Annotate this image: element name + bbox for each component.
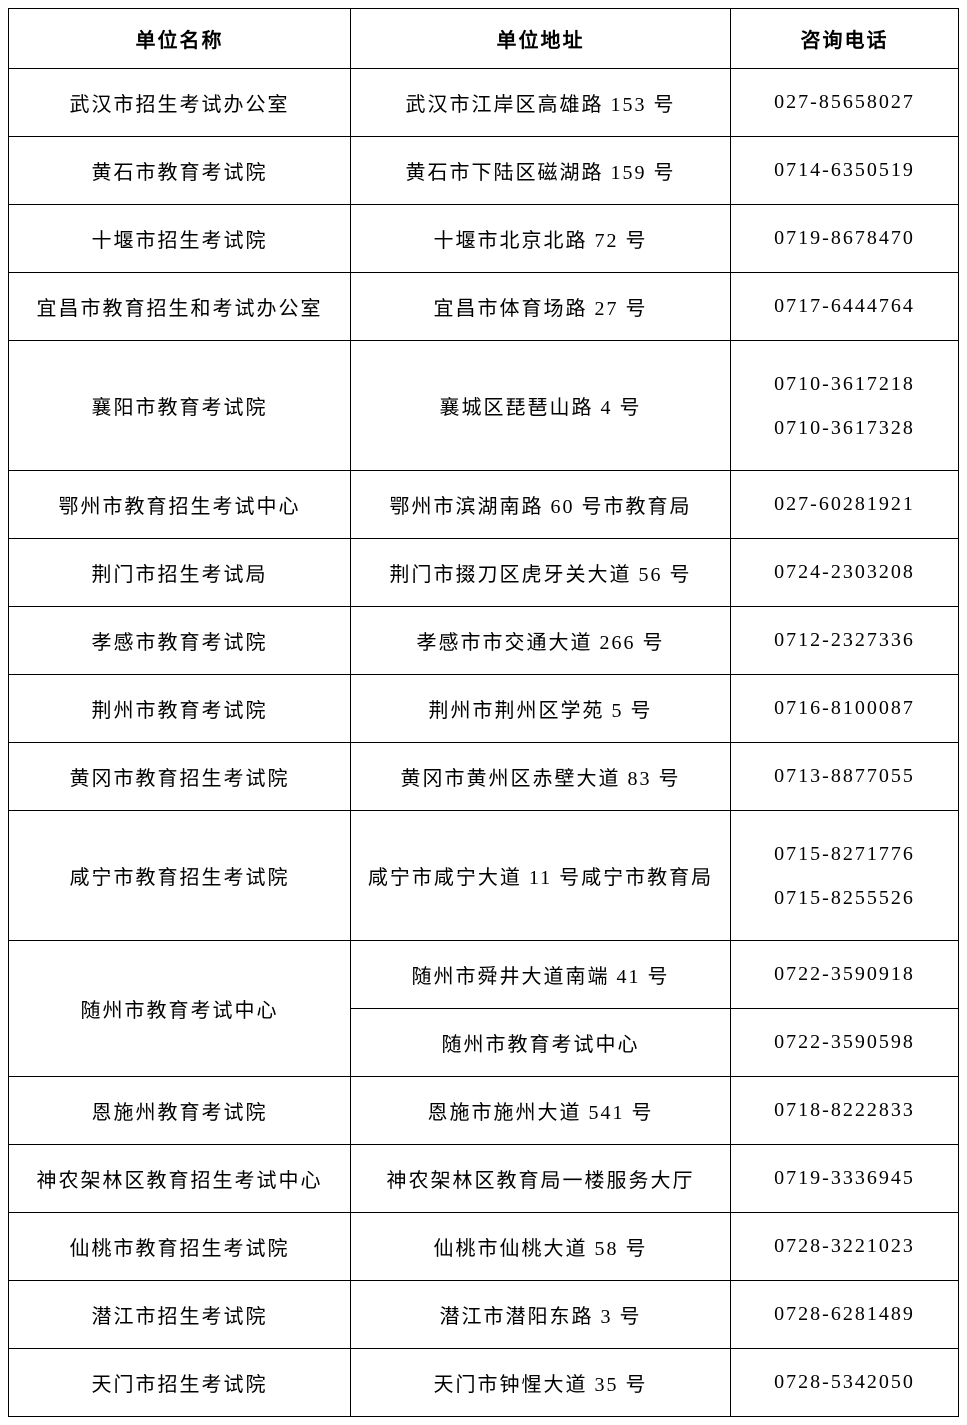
cell-phone: 0718-8222833 xyxy=(731,1077,959,1145)
cell-name: 孝感市教育考试院 xyxy=(9,607,351,675)
table-row: 鄂州市教育招生考试中心 鄂州市滨湖南路 60 号市教育局 027-6028192… xyxy=(9,471,959,539)
header-name: 单位名称 xyxy=(9,9,351,69)
cell-phone: 0719-8678470 xyxy=(731,205,959,273)
cell-address: 黄石市下陆区磁湖路 159 号 xyxy=(351,137,731,205)
cell-address: 宜昌市体育场路 27 号 xyxy=(351,273,731,341)
cell-name: 襄阳市教育考试院 xyxy=(9,341,351,471)
cell-phone: 0714-6350519 xyxy=(731,137,959,205)
table-row: 潜江市招生考试院 潜江市潜阳东路 3 号 0728-6281489 xyxy=(9,1281,959,1349)
cell-phone: 0719-3336945 xyxy=(731,1145,959,1213)
table-row: 武汉市招生考试办公室 武汉市江岸区高雄路 153 号 027-85658027 xyxy=(9,69,959,137)
cell-name: 恩施州教育考试院 xyxy=(9,1077,351,1145)
table-row: 襄阳市教育考试院 襄城区琵琶山路 4 号 0710-3617218 0710-3… xyxy=(9,341,959,471)
cell-phone: 0722-3590918 xyxy=(731,941,959,1009)
phone-line-1: 0710-3617218 xyxy=(735,362,954,406)
table-row: 仙桃市教育招生考试院 仙桃市仙桃大道 58 号 0728-3221023 xyxy=(9,1213,959,1281)
cell-address: 咸宁市咸宁大道 11 号咸宁市教育局 xyxy=(351,811,731,941)
cell-phone: 0724-2303208 xyxy=(731,539,959,607)
cell-address: 恩施市施州大道 541 号 xyxy=(351,1077,731,1145)
cell-name: 黄石市教育考试院 xyxy=(9,137,351,205)
cell-name: 荆门市招生考试局 xyxy=(9,539,351,607)
cell-address: 襄城区琵琶山路 4 号 xyxy=(351,341,731,471)
cell-address: 武汉市江岸区高雄路 153 号 xyxy=(351,69,731,137)
cell-phone: 0722-3590598 xyxy=(731,1009,959,1077)
phone-line-2: 0710-3617328 xyxy=(735,406,954,450)
table-row: 黄冈市教育招生考试院 黄冈市黄州区赤壁大道 83 号 0713-8877055 xyxy=(9,743,959,811)
table-row: 黄石市教育考试院 黄石市下陆区磁湖路 159 号 0714-6350519 xyxy=(9,137,959,205)
cell-phone: 0728-3221023 xyxy=(731,1213,959,1281)
cell-phone: 0712-2327336 xyxy=(731,607,959,675)
table-row: 随州市教育考试中心 随州市舜井大道南端 41 号 0722-3590918 xyxy=(9,941,959,1009)
cell-address: 随州市舜井大道南端 41 号 xyxy=(351,941,731,1009)
table-row: 荆州市教育考试院 荆州市荆州区学苑 5 号 0716-8100087 xyxy=(9,675,959,743)
cell-name: 宜昌市教育招生和考试办公室 xyxy=(9,273,351,341)
phone-line-2: 0715-8255526 xyxy=(735,876,954,920)
table-row: 神农架林区教育招生考试中心 神农架林区教育局一楼服务大厅 0719-333694… xyxy=(9,1145,959,1213)
cell-address: 鄂州市滨湖南路 60 号市教育局 xyxy=(351,471,731,539)
table-row: 恩施州教育考试院 恩施市施州大道 541 号 0718-8222833 xyxy=(9,1077,959,1145)
cell-address: 随州市教育考试中心 xyxy=(351,1009,731,1077)
table-header: 单位名称 单位地址 咨询电话 xyxy=(9,9,959,69)
cell-address: 天门市钟惺大道 35 号 xyxy=(351,1349,731,1417)
header-phone: 咨询电话 xyxy=(731,9,959,69)
cell-name: 武汉市招生考试办公室 xyxy=(9,69,351,137)
cell-phone: 0716-8100087 xyxy=(731,675,959,743)
table-row: 荆门市招生考试局 荆门市掇刀区虎牙关大道 56 号 0724-2303208 xyxy=(9,539,959,607)
cell-address: 十堰市北京北路 72 号 xyxy=(351,205,731,273)
cell-address: 荆州市荆州区学苑 5 号 xyxy=(351,675,731,743)
cell-phone: 0728-5342050 xyxy=(731,1349,959,1417)
cell-phone: 0728-6281489 xyxy=(731,1281,959,1349)
cell-phone: 0710-3617218 0710-3617328 xyxy=(731,341,959,471)
cell-name: 神农架林区教育招生考试中心 xyxy=(9,1145,351,1213)
table-body: 武汉市招生考试办公室 武汉市江岸区高雄路 153 号 027-85658027 … xyxy=(9,69,959,1417)
cell-address: 黄冈市黄州区赤壁大道 83 号 xyxy=(351,743,731,811)
table-row: 孝感市教育考试院 孝感市市交通大道 266 号 0712-2327336 xyxy=(9,607,959,675)
cell-name: 天门市招生考试院 xyxy=(9,1349,351,1417)
cell-address: 神农架林区教育局一楼服务大厅 xyxy=(351,1145,731,1213)
cell-phone: 027-60281921 xyxy=(731,471,959,539)
cell-phone: 0713-8877055 xyxy=(731,743,959,811)
table-row: 天门市招生考试院 天门市钟惺大道 35 号 0728-5342050 xyxy=(9,1349,959,1417)
table-row: 宜昌市教育招生和考试办公室 宜昌市体育场路 27 号 0717-6444764 xyxy=(9,273,959,341)
cell-address: 潜江市潜阳东路 3 号 xyxy=(351,1281,731,1349)
cell-address: 仙桃市仙桃大道 58 号 xyxy=(351,1213,731,1281)
phone-line-1: 0715-8271776 xyxy=(735,832,954,876)
cell-name: 随州市教育考试中心 xyxy=(9,941,351,1077)
cell-name: 十堰市招生考试院 xyxy=(9,205,351,273)
header-address: 单位地址 xyxy=(351,9,731,69)
cell-name: 潜江市招生考试院 xyxy=(9,1281,351,1349)
institutions-table: 单位名称 单位地址 咨询电话 武汉市招生考试办公室 武汉市江岸区高雄路 153 … xyxy=(8,8,959,1417)
cell-name: 鄂州市教育招生考试中心 xyxy=(9,471,351,539)
cell-name: 荆州市教育考试院 xyxy=(9,675,351,743)
table-row: 咸宁市教育招生考试院 咸宁市咸宁大道 11 号咸宁市教育局 0715-82717… xyxy=(9,811,959,941)
cell-phone: 0717-6444764 xyxy=(731,273,959,341)
cell-address: 荆门市掇刀区虎牙关大道 56 号 xyxy=(351,539,731,607)
cell-phone: 0715-8271776 0715-8255526 xyxy=(731,811,959,941)
table-row: 十堰市招生考试院 十堰市北京北路 72 号 0719-8678470 xyxy=(9,205,959,273)
cell-name: 黄冈市教育招生考试院 xyxy=(9,743,351,811)
cell-name: 仙桃市教育招生考试院 xyxy=(9,1213,351,1281)
cell-phone: 027-85658027 xyxy=(731,69,959,137)
cell-name: 咸宁市教育招生考试院 xyxy=(9,811,351,941)
cell-address: 孝感市市交通大道 266 号 xyxy=(351,607,731,675)
